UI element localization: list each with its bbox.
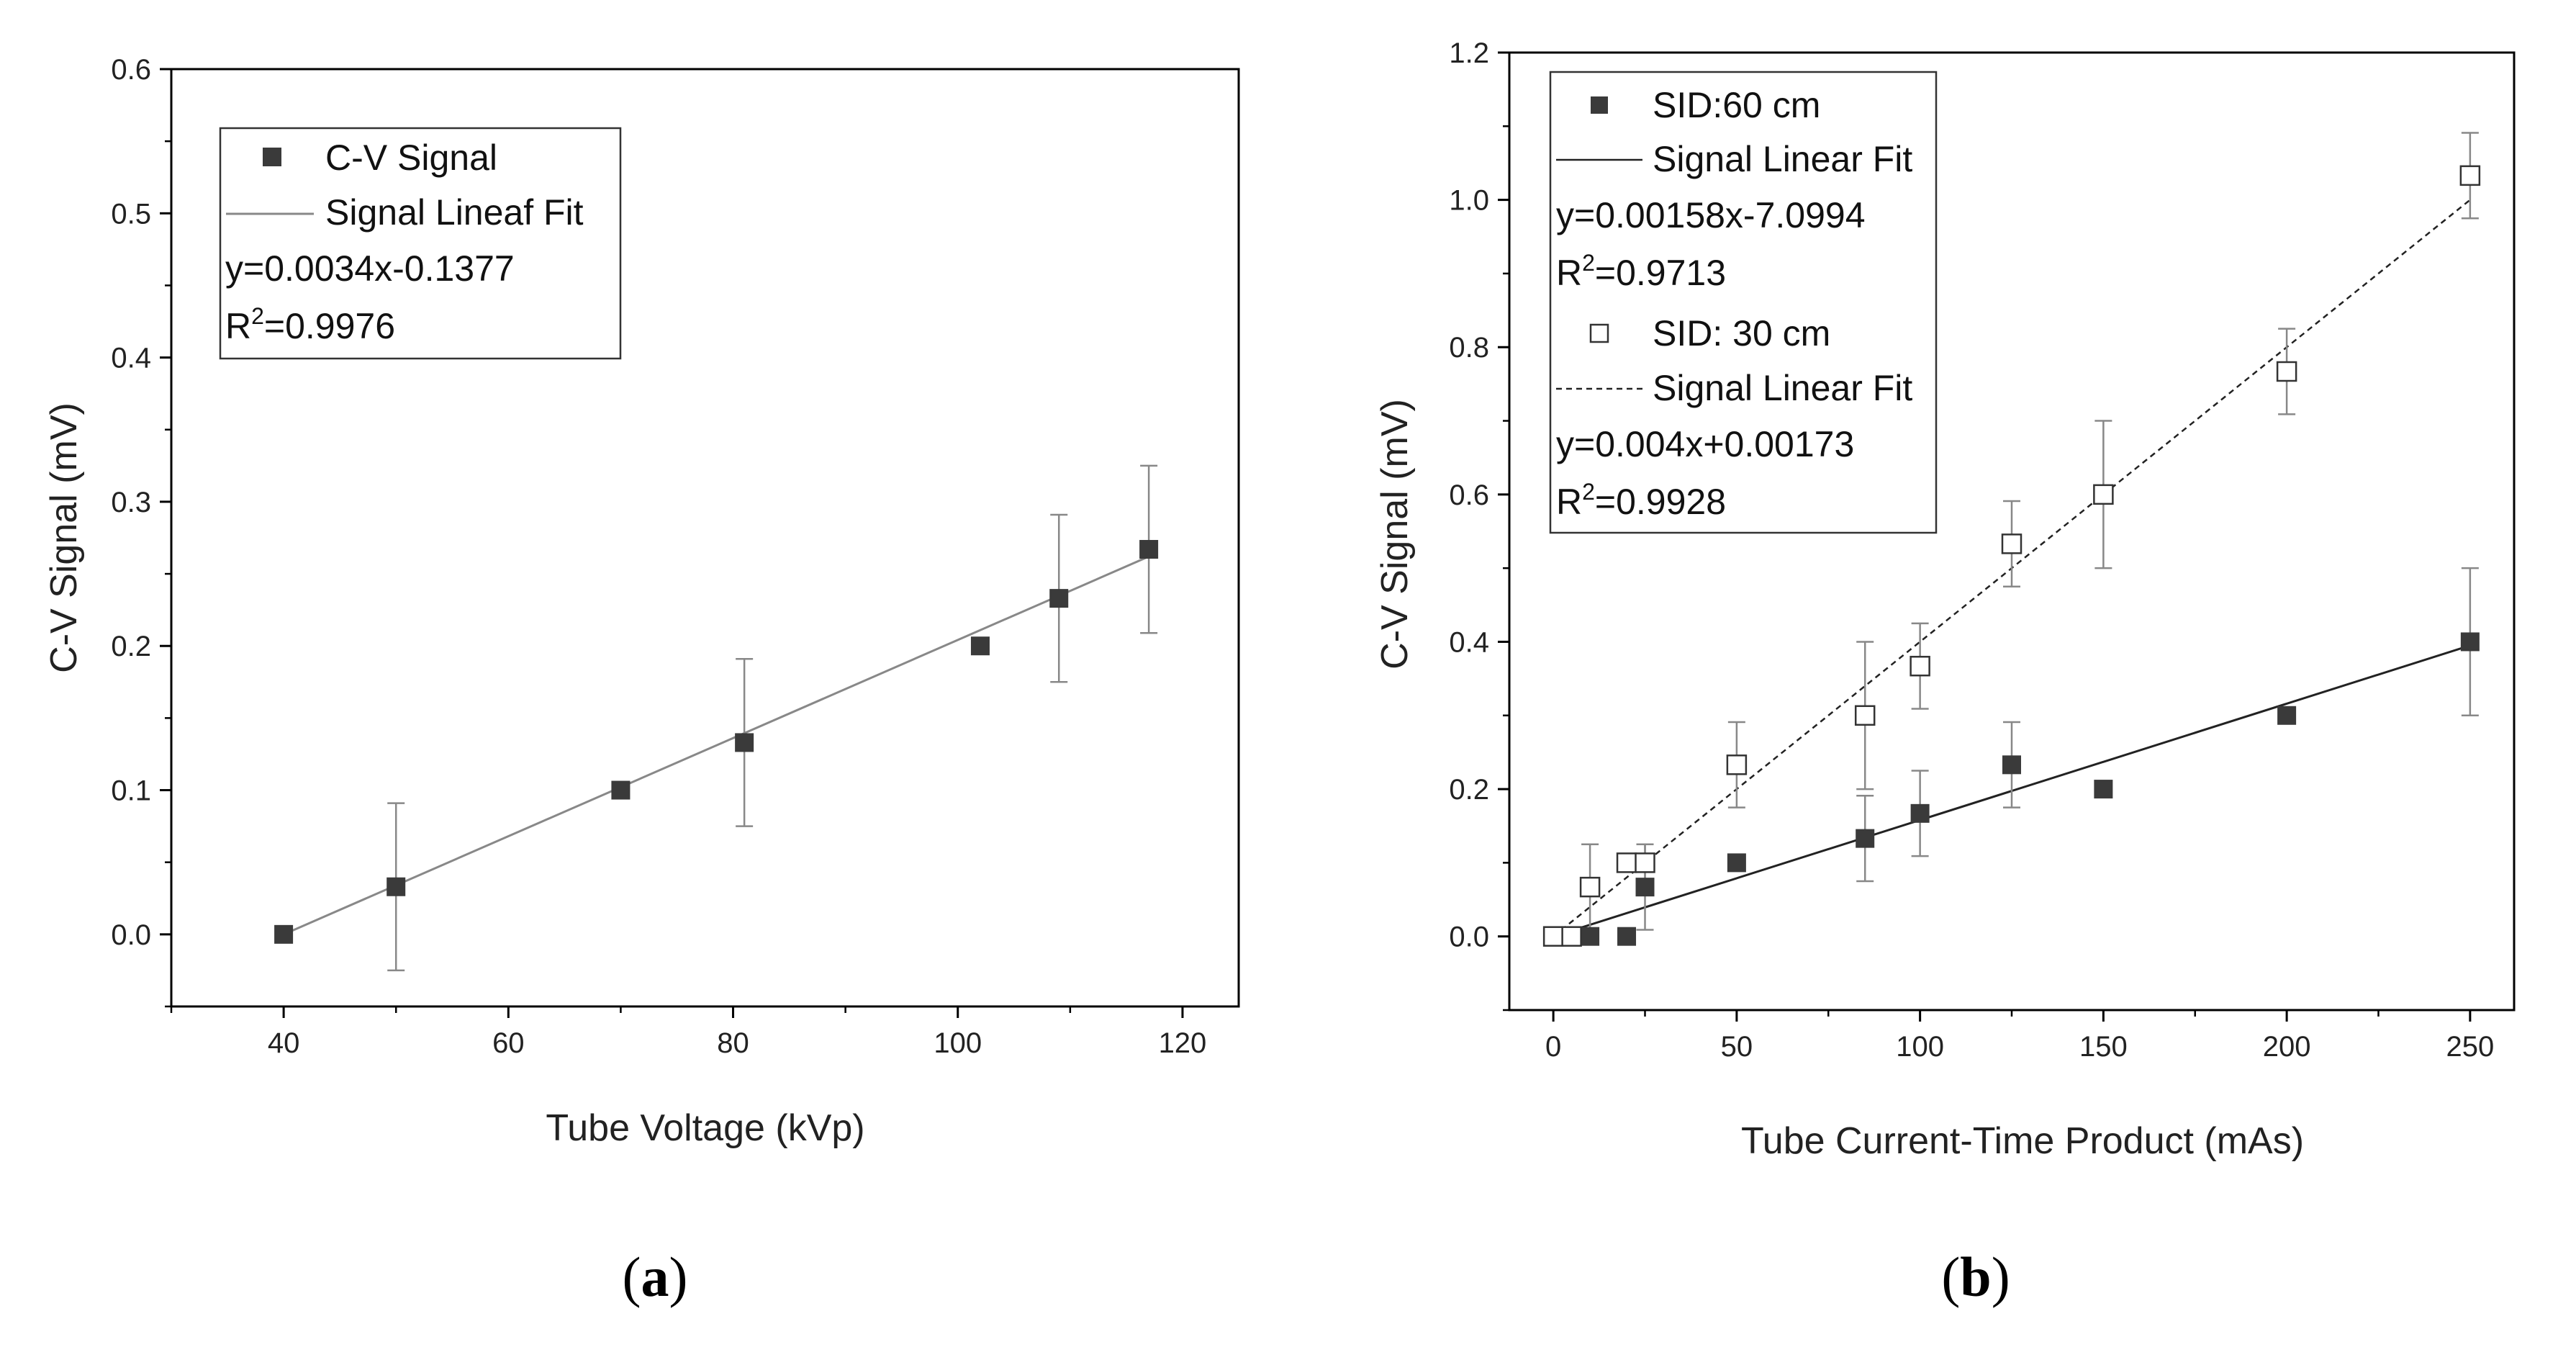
y-tick-label: 0.0 bbox=[1449, 922, 1489, 953]
y-tick-label: 1.2 bbox=[1449, 37, 1489, 69]
legend-equation-60: y=0.00158x-7.0994 bbox=[1556, 195, 1866, 235]
y-tick-label: 0.6 bbox=[111, 54, 151, 86]
x-tick-label: 40 bbox=[268, 1027, 300, 1059]
legend-entry-sid-30: SID: 30 cm bbox=[1653, 313, 1830, 353]
data-point-open bbox=[1854, 705, 1876, 726]
chart-a-x-label: Tube Voltage (kVp) bbox=[546, 1107, 864, 1149]
data-point-open bbox=[2459, 165, 2481, 186]
x-tick-label: 200 bbox=[2263, 1031, 2311, 1063]
chart-b-points bbox=[1542, 165, 2481, 947]
y-tick-label: 0.8 bbox=[1449, 332, 1489, 364]
data-point-filled bbox=[1049, 589, 1069, 608]
data-point-open bbox=[1579, 876, 1601, 898]
data-point-filled bbox=[735, 733, 754, 752]
data-point-open bbox=[1635, 852, 1655, 873]
chart-a: 40 60 80 100 120 0.0 0.1 0.2 0.3 0.4 0.5 0.6 Tube V… bbox=[43, 54, 1240, 1308]
data-point-filled bbox=[1617, 927, 1637, 946]
legend-r-squared: R2=0.9976 bbox=[225, 303, 395, 346]
x-tick-label: 50 bbox=[1721, 1031, 1753, 1063]
panel-label-a: (a) bbox=[623, 1245, 688, 1308]
y-tick-label: 0.2 bbox=[1449, 774, 1489, 806]
legend-r-squared-60: R2=0.9713 bbox=[1556, 250, 1726, 293]
data-point-filled bbox=[387, 877, 406, 896]
chart-b-x-label: Tube Current-Time Product (mAs) bbox=[1741, 1120, 2304, 1162]
x-tick-label: 120 bbox=[1159, 1027, 1207, 1059]
chart-a-points bbox=[274, 540, 1159, 944]
legend-equation-30: y=0.004x+0.00173 bbox=[1556, 424, 1854, 464]
chart-a-y-label: C-V Signal (mV) bbox=[43, 402, 85, 673]
data-point-open bbox=[1542, 926, 1564, 947]
data-point-filled bbox=[1727, 853, 1746, 873]
data-point-filled bbox=[2094, 780, 2113, 799]
chart-a-legend: C-V Signal Signal Lineaf Fit y=0.0034x-0… bbox=[219, 127, 622, 360]
data-point-open bbox=[2276, 361, 2297, 382]
data-point-filled bbox=[2460, 632, 2480, 652]
data-point-filled bbox=[1635, 878, 1655, 897]
legend-marker-filled-square bbox=[1591, 96, 1608, 114]
chart-b-legend-box bbox=[1549, 71, 1938, 534]
data-point-filled bbox=[1581, 927, 1600, 946]
legend-entry-signal-fit: Signal Lineaf Fit bbox=[325, 192, 584, 233]
chart-a-legend-box bbox=[219, 127, 622, 360]
data-point-filled bbox=[1139, 540, 1159, 559]
legend-entry-c-v-signal: C-V Signal bbox=[325, 138, 497, 178]
data-point-filled bbox=[1856, 829, 1875, 848]
legend-entry-sid-60: SID:60 cm bbox=[1653, 85, 1820, 125]
y-tick-label: 0.0 bbox=[111, 919, 151, 951]
fit-line-solid bbox=[283, 555, 1149, 936]
chart-b-y-label: C-V Signal (mV) bbox=[1374, 399, 1416, 670]
chart-a-plot-frame bbox=[170, 68, 1240, 1008]
chart-a-fit bbox=[283, 555, 1149, 936]
y-tick-label: 0.3 bbox=[111, 487, 151, 518]
y-tick-label: 0.6 bbox=[1449, 479, 1489, 511]
data-point-filled bbox=[1910, 803, 1930, 823]
data-point-open bbox=[1616, 852, 1637, 873]
chart-a-ticks: 40 60 80 100 120 0.0 0.1 0.2 0.3 0.4 0.5 0.6 bbox=[111, 54, 1206, 1059]
legend-marker-filled-square bbox=[263, 148, 281, 166]
legend-entry-fit-30: Signal Linear Fit bbox=[1653, 368, 1912, 408]
x-tick-label: 60 bbox=[492, 1027, 525, 1059]
chart-b-legend: SID:60 cm Signal Linear Fit y=0.00158x-7… bbox=[1549, 71, 1938, 534]
data-point-filled bbox=[970, 636, 990, 656]
data-point-filled bbox=[2002, 755, 2021, 775]
legend-r-squared-30: R2=0.9928 bbox=[1556, 479, 1726, 522]
data-point-open bbox=[2093, 484, 2114, 505]
data-point-open bbox=[2001, 533, 2023, 554]
data-point-open bbox=[1910, 655, 1930, 677]
x-tick-label: 80 bbox=[717, 1027, 749, 1059]
data-point-filled bbox=[2277, 706, 2297, 725]
legend-marker-open-square bbox=[1589, 323, 1609, 343]
legend-entry-fit-60: Signal Linear Fit bbox=[1653, 139, 1912, 179]
x-tick-label: 100 bbox=[1896, 1031, 1944, 1063]
y-tick-label: 0.1 bbox=[111, 775, 151, 807]
y-tick-label: 0.5 bbox=[111, 198, 151, 230]
y-tick-label: 1.0 bbox=[1449, 185, 1489, 217]
x-tick-label: 0 bbox=[1545, 1031, 1561, 1063]
y-tick-label: 0.4 bbox=[1449, 626, 1489, 658]
y-tick-label: 0.2 bbox=[111, 631, 151, 662]
legend-equation: y=0.0034x-0.1377 bbox=[225, 248, 515, 289]
data-point-open bbox=[1726, 754, 1748, 775]
x-tick-label: 150 bbox=[2079, 1031, 2128, 1063]
x-tick-label: 100 bbox=[934, 1027, 982, 1059]
y-tick-label: 0.4 bbox=[111, 343, 151, 374]
panel-label-b: (b) bbox=[1941, 1245, 2010, 1308]
x-tick-label: 250 bbox=[2446, 1031, 2494, 1063]
data-point-filled bbox=[611, 780, 631, 800]
chart-b-ticks: 0 50 100 150 200 250 0.0 0.2 0.4 0.6 0.8 1.0 1.2 bbox=[1449, 37, 2494, 1063]
chart-b: 0 50 100 150 200 250 0.0 0.2 0.4 0.6 0.8 1.0 1.2 Tub… bbox=[1374, 37, 2516, 1308]
data-point-open bbox=[1561, 926, 1582, 947]
data-point-filled bbox=[274, 924, 294, 944]
